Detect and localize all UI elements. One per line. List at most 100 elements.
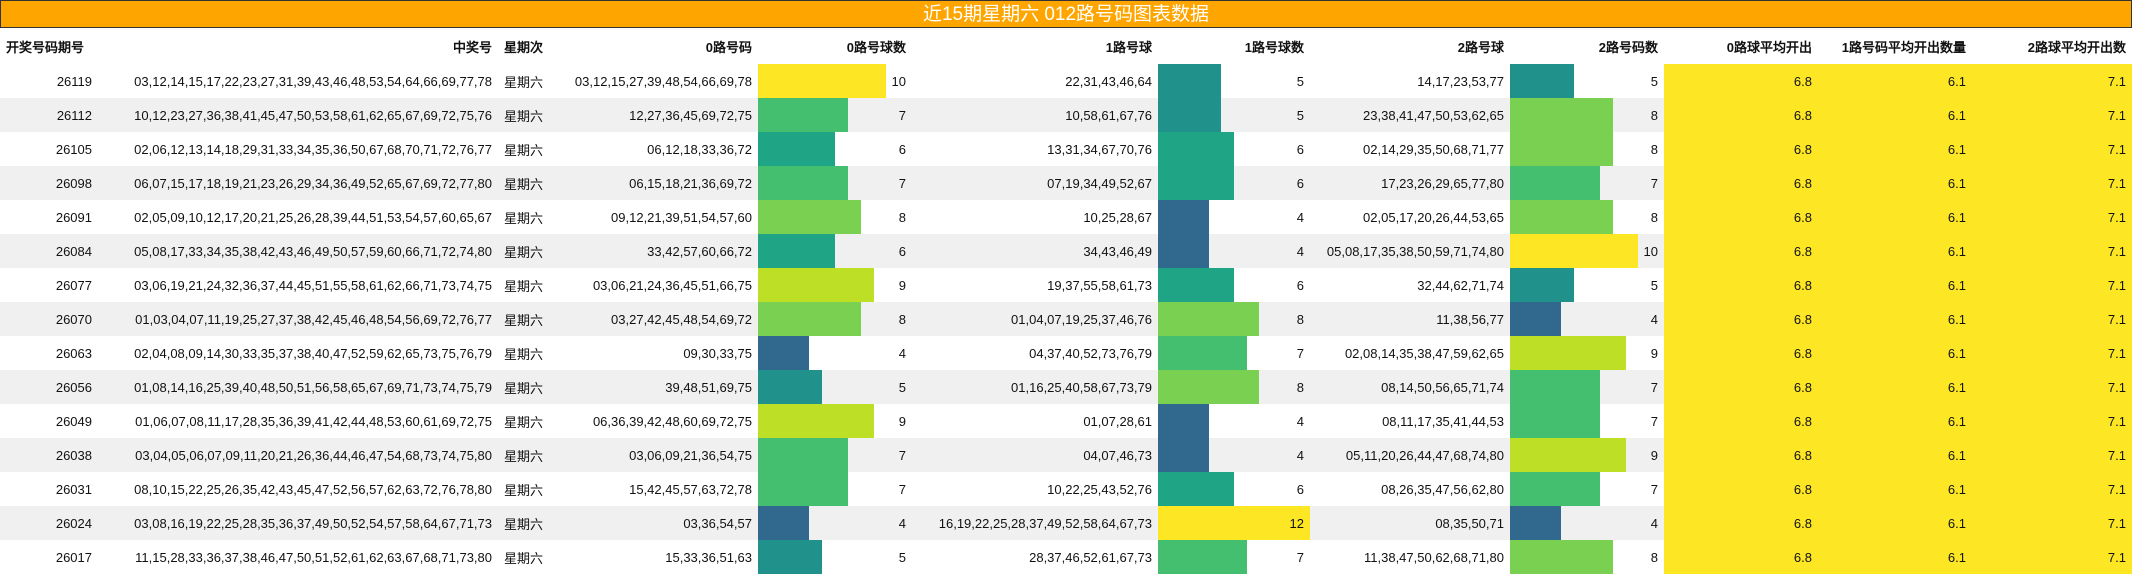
route2-count-cell: 7 xyxy=(1510,472,1664,506)
count-value: 6 xyxy=(1296,481,1304,497)
count-value: 4 xyxy=(1650,515,1658,531)
col-header-weekday[interactable]: 星期次 xyxy=(498,28,558,64)
route1-cell: 28,37,46,52,61,67,73 xyxy=(1029,549,1152,565)
route2-count-cell: 7 xyxy=(1510,166,1664,200)
table-row[interactable]: 26049 01,06,07,08,11,17,28,35,36,39,41,42… xyxy=(0,404,2132,438)
col-header-route2-count[interactable]: 2路号码数 xyxy=(1510,28,1664,64)
route1-avg-cell: 6.1 xyxy=(1818,438,1972,472)
period-cell: 26063 xyxy=(55,345,92,361)
table-row[interactable]: 26077 03,06,19,21,24,32,36,37,44,45,51,55… xyxy=(0,268,2132,302)
table-row[interactable]: 26091 02,05,09,10,12,17,20,21,25,26,28,39… xyxy=(0,200,2132,234)
table-row[interactable]: 26070 01,03,04,07,11,19,25,27,37,38,42,45… xyxy=(0,302,2132,336)
route0-cell: 03,27,42,45,48,54,69,72 xyxy=(558,302,758,336)
col-header-route0[interactable]: 0路号码 xyxy=(558,28,758,64)
route2-cell: 08,26,35,47,56,62,80 xyxy=(1381,481,1504,497)
count-value: 10 xyxy=(1643,243,1658,259)
table-row[interactable]: 26119 03,12,14,15,17,22,23,27,31,39,43,46… xyxy=(0,64,2132,98)
count-value: 5 xyxy=(898,549,906,565)
numbers-cell: 05,08,17,33,34,35,38,42,43,46,49,50,57,5… xyxy=(98,234,498,268)
count-bar xyxy=(1510,302,1562,336)
route0-avg-cell: 6.8 xyxy=(1664,166,1818,200)
table-row[interactable]: 26024 03,08,16,19,22,25,28,35,36,37,49,50… xyxy=(0,506,2132,540)
table-row[interactable]: 26017 11,15,28,33,36,37,38,46,47,50,51,52… xyxy=(0,540,2132,574)
table-row[interactable]: 26105 02,06,12,13,14,18,29,31,33,34,35,36… xyxy=(0,132,2132,166)
route2-cell: 32,44,62,71,74 xyxy=(1417,277,1504,293)
route2-count-cell: 8 xyxy=(1510,200,1664,234)
route1-count-cell: 7 xyxy=(1158,540,1310,574)
col-header-route1-avg[interactable]: 1路号码平均开出数量 xyxy=(1818,28,1972,64)
route2-count-cell: 7 xyxy=(1510,370,1664,404)
weekday-cell: 星期六 xyxy=(498,98,558,132)
count-bar xyxy=(1510,268,1575,302)
count-bar xyxy=(758,302,861,336)
col-header-numbers[interactable]: 中奖号 xyxy=(98,28,498,64)
route0-count-cell: 7 xyxy=(758,166,912,200)
table-row[interactable]: 26031 08,10,15,22,25,26,35,42,43,45,47,52… xyxy=(0,472,2132,506)
count-bar xyxy=(758,268,874,302)
count-bar xyxy=(1158,336,1247,370)
count-bar xyxy=(1510,404,1600,438)
route2-cell: 05,11,20,26,44,47,68,74,80 xyxy=(1310,438,1510,472)
count-bar xyxy=(758,472,848,506)
route1-cell: 04,07,46,73 xyxy=(912,438,1158,472)
route2-cell: 14,17,23,53,77 xyxy=(1417,73,1504,89)
route2-cell: 08,11,17,35,41,44,53 xyxy=(1382,413,1504,429)
count-value: 7 xyxy=(1650,413,1658,429)
table-row[interactable]: 26112 10,12,23,27,36,38,41,45,47,50,53,58… xyxy=(0,98,2132,132)
route1-count-cell: 5 xyxy=(1158,64,1310,98)
count-bar xyxy=(1510,132,1613,166)
route1-cell: 01,04,07,19,25,37,46,76 xyxy=(912,302,1158,336)
numbers-cell: 01,08,14,16,25,39,40,48,50,51,56,58,65,6… xyxy=(98,370,498,404)
table-row[interactable]: 26038 03,04,05,06,07,09,11,20,21,26,36,44… xyxy=(0,438,2132,472)
col-header-route2-avg[interactable]: 2路球平均开出数 xyxy=(1972,28,2132,64)
route0-cell: 09,30,33,75 xyxy=(683,345,752,361)
count-bar xyxy=(1510,166,1600,200)
route1-cell: 10,25,28,67 xyxy=(1083,209,1152,225)
col-header-route0-count[interactable]: 0路号球数 xyxy=(758,28,912,64)
count-bar xyxy=(758,540,823,574)
route1-count-cell: 6 xyxy=(1158,132,1310,166)
route2-avg-cell: 7.1 xyxy=(1972,540,2132,574)
count-value: 8 xyxy=(1650,107,1658,123)
route0-avg-cell: 6.8 xyxy=(1664,540,1818,574)
route1-avg-cell: 6.1 xyxy=(1818,540,1972,574)
route1-cell: 01,16,25,40,58,67,73,79 xyxy=(912,370,1158,404)
table-row[interactable]: 26063 02,04,08,09,14,30,33,35,37,38,40,47… xyxy=(0,336,2132,370)
count-bar xyxy=(1510,64,1575,98)
route0-count-cell: 10 xyxy=(758,64,912,98)
route2-avg-cell: 7.1 xyxy=(1972,506,2132,540)
data-table: 开奖号码期号 中奖号 星期次 0路号码 0路号球数 1路号球 1路号球数 2路号… xyxy=(0,28,2132,574)
count-value: 7 xyxy=(1650,481,1658,497)
route2-avg-cell: 7.1 xyxy=(1972,336,2132,370)
col-header-route1-count[interactable]: 1路号球数 xyxy=(1158,28,1310,64)
route0-count-cell: 8 xyxy=(758,302,912,336)
route0-avg-cell: 6.8 xyxy=(1664,268,1818,302)
route1-count-cell: 4 xyxy=(1158,234,1310,268)
route0-count-cell: 8 xyxy=(758,200,912,234)
period-cell: 26031 xyxy=(55,481,92,497)
route0-cell: 06,12,18,33,36,72 xyxy=(647,141,752,157)
period-cell: 26024 xyxy=(0,506,98,540)
count-bar xyxy=(1158,200,1209,234)
numbers-cell: 11,15,28,33,36,37,38,46,47,50,51,52,61,6… xyxy=(135,549,492,565)
route1-count-cell: 6 xyxy=(1158,166,1310,200)
count-value: 4 xyxy=(1296,447,1304,463)
col-header-route0-avg[interactable]: 0路球平均开出 xyxy=(1664,28,1818,64)
count-value: 5 xyxy=(1296,107,1304,123)
count-value: 7 xyxy=(1650,379,1658,395)
route0-avg-cell: 6.8 xyxy=(1664,234,1818,268)
route1-count-cell: 12 xyxy=(1158,506,1310,540)
col-header-route1[interactable]: 1路号球 xyxy=(912,28,1158,64)
table-row[interactable]: 26084 05,08,17,33,34,35,38,42,43,46,49,50… xyxy=(0,234,2132,268)
count-value: 12 xyxy=(1289,515,1304,531)
route2-count-cell: 9 xyxy=(1510,336,1664,370)
col-header-period[interactable]: 开奖号码期号 xyxy=(0,28,98,64)
table-row[interactable]: 26056 01,08,14,16,25,39,40,48,50,51,56,58… xyxy=(0,370,2132,404)
weekday-cell: 星期六 xyxy=(504,210,544,226)
col-header-route2[interactable]: 2路号球 xyxy=(1310,28,1510,64)
period-cell: 26112 xyxy=(0,98,98,132)
table-row[interactable]: 26098 06,07,15,17,18,19,21,23,26,29,34,36… xyxy=(0,166,2132,200)
route2-avg-cell: 7.1 xyxy=(1972,438,2132,472)
table-title: 近15期星期六 012路号码图表数据 xyxy=(0,0,2132,28)
route0-count-cell: 7 xyxy=(758,438,912,472)
